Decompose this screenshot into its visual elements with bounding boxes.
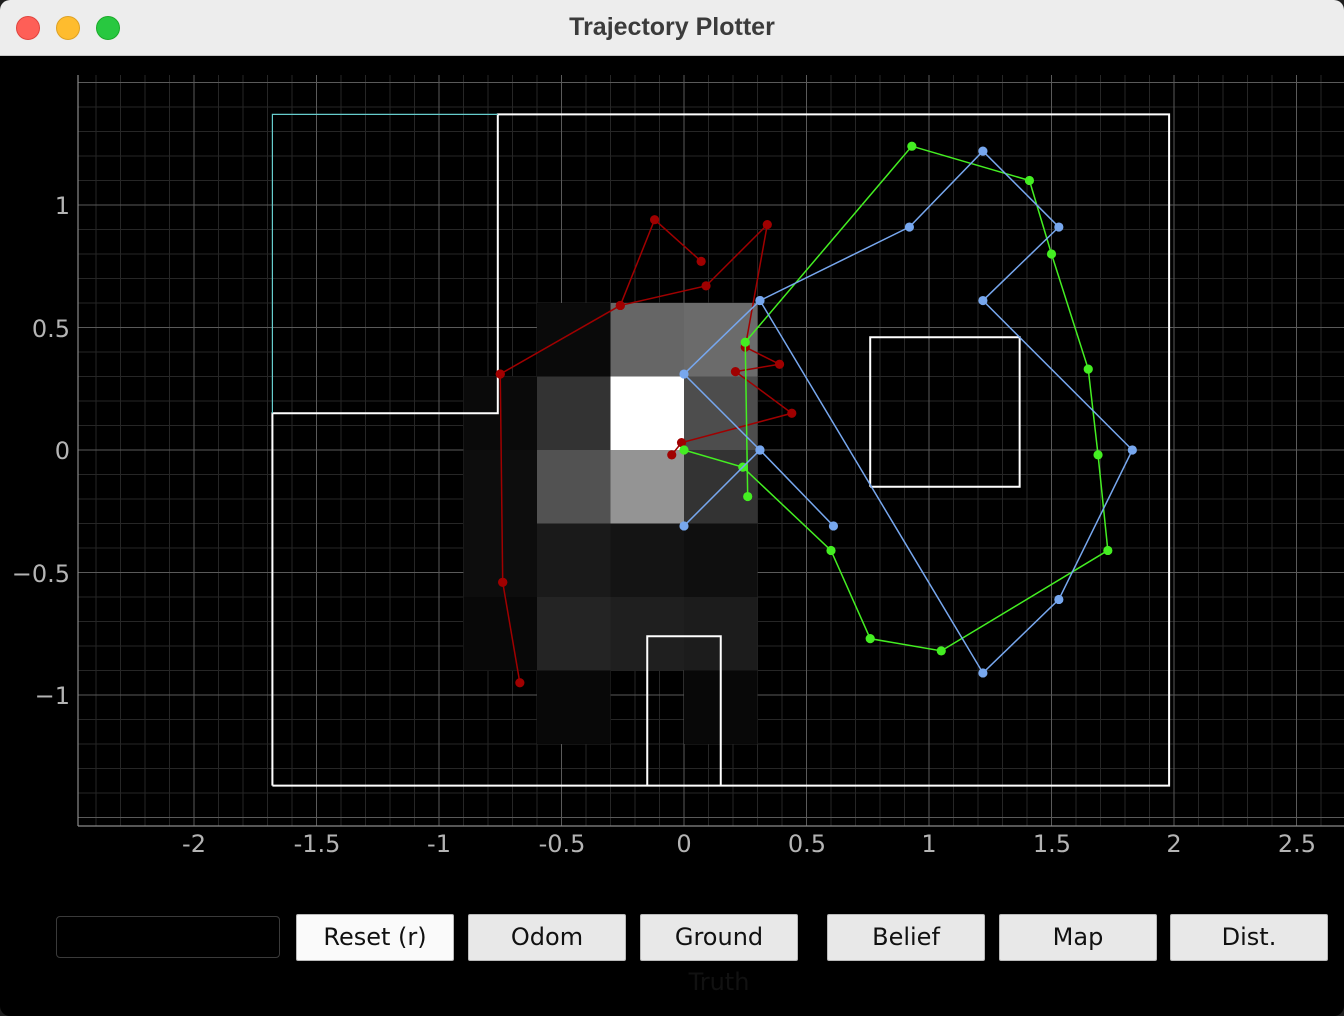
x-tick-label: -2: [182, 830, 206, 858]
belief-point: [1127, 445, 1137, 455]
belief-point: [978, 146, 988, 156]
odom-trajectory: [495, 215, 797, 688]
x-tick-label: -0.5: [539, 830, 586, 858]
ground-truth-point: [907, 141, 917, 151]
odom-point: [696, 256, 706, 266]
belief-toggle-button[interactable]: Belief: [827, 914, 985, 961]
x-axis-ticks: -2 -1.5 -1 -0.5 0 0.5 1 1.5 2 2.5: [182, 830, 1316, 858]
belief-cell: [537, 670, 611, 744]
odom-point: [515, 678, 525, 688]
title-bar: Trajectory Plotter: [0, 0, 1344, 56]
ground-truth-point: [1024, 175, 1035, 186]
belief-point: [1054, 594, 1064, 605]
belief-point: [978, 295, 988, 306]
belief-point: [978, 668, 988, 678]
map-wall: [646, 635, 722, 786]
dist-toggle-button[interactable]: Dist.: [1170, 914, 1328, 961]
belief-point: [755, 295, 765, 306]
x-tick-label: -1: [427, 830, 451, 858]
status-text-field[interactable]: [56, 916, 280, 958]
belief-trajectory: [679, 146, 1137, 678]
odom-point: [774, 359, 785, 369]
ground-truth-point: [743, 491, 753, 502]
map-accent-wall: [271, 113, 498, 414]
map-toggle-button[interactable]: Map: [999, 914, 1157, 961]
odom-point: [667, 450, 677, 460]
belief-point: [904, 222, 915, 232]
belief-cell: [610, 450, 684, 524]
maximize-window-button[interactable]: [96, 16, 120, 40]
odom-point: [495, 369, 505, 379]
belief-point: [679, 521, 689, 531]
belief-path: [682, 150, 1134, 675]
belief-cell: [537, 450, 611, 524]
ground-truth-point: [1103, 545, 1113, 556]
belief-cell: [463, 450, 537, 524]
belief-cell: [463, 597, 537, 671]
belief-cell: [537, 523, 611, 597]
close-window-button[interactable]: [16, 16, 40, 40]
x-tick-label: 2.5: [1278, 830, 1316, 858]
reset-button[interactable]: Reset (r): [296, 914, 454, 961]
y-tick-label: −0.5: [12, 560, 70, 588]
control-bar: Reset (r) Odom Ground Truth Belief Map D…: [0, 896, 1344, 1016]
belief-cell: [610, 523, 684, 597]
belief-point: [679, 369, 689, 379]
x-tick-label: 2: [1166, 830, 1181, 858]
x-tick-label: 0.5: [788, 830, 826, 858]
trajectory-plot[interactable]: -2 -1.5 -1 -0.5 0 0.5 1 1.5 2 2.5 1 0.5 …: [0, 56, 1344, 896]
belief-cell: [684, 523, 758, 597]
x-tick-label: 1: [921, 830, 936, 858]
odom-toggle-button[interactable]: Odom: [468, 914, 626, 961]
y-tick-label: −1: [35, 682, 70, 710]
x-tick-label: -1.5: [294, 830, 341, 858]
odom-point: [787, 408, 797, 418]
odom-point: [730, 367, 741, 377]
odom-point: [650, 215, 660, 225]
ground-truth-point: [1046, 249, 1057, 259]
y-axis-ticks: 1 0.5 0 −0.5 −1: [12, 192, 70, 710]
y-tick-label: 0: [55, 437, 70, 465]
odom-point: [498, 577, 508, 587]
ground-truth-point: [1083, 364, 1093, 374]
belief-cell: [684, 450, 758, 524]
minimize-window-button[interactable]: [56, 16, 80, 40]
window-title: Trajectory Plotter: [569, 13, 775, 41]
odom-point: [762, 220, 772, 230]
belief-point: [1054, 222, 1064, 232]
x-tick-label: 0: [676, 830, 691, 858]
ground-truth-point: [1093, 450, 1103, 460]
y-tick-label: 0.5: [32, 315, 70, 343]
belief-cell: [610, 376, 684, 450]
odom-point: [615, 300, 625, 311]
belief-cell: [537, 376, 611, 450]
ground-truth-point: [936, 646, 946, 656]
x-tick-label: 1.5: [1033, 830, 1071, 858]
ground-truth-toggle-button[interactable]: Ground Truth: [640, 914, 798, 996]
belief-point: [755, 445, 765, 455]
y-tick-label: 1: [55, 192, 70, 220]
plot-area[interactable]: -2 -1.5 -1 -0.5 0 0.5 1 1.5 2 2.5 1 0.5 …: [0, 56, 1344, 896]
ground-truth-point: [679, 445, 689, 455]
belief-point: [828, 521, 839, 531]
ground-truth-point: [826, 545, 836, 556]
belief-cell: [610, 303, 684, 377]
belief-cell: [537, 597, 611, 671]
odom-point: [676, 438, 687, 448]
odom-point: [701, 281, 711, 291]
ground-truth-trajectory: [679, 141, 1113, 656]
ground-truth-point: [865, 634, 875, 644]
trajectories: [495, 141, 1137, 688]
ground-truth-point: [740, 337, 750, 347]
belief-cell: [537, 303, 611, 377]
